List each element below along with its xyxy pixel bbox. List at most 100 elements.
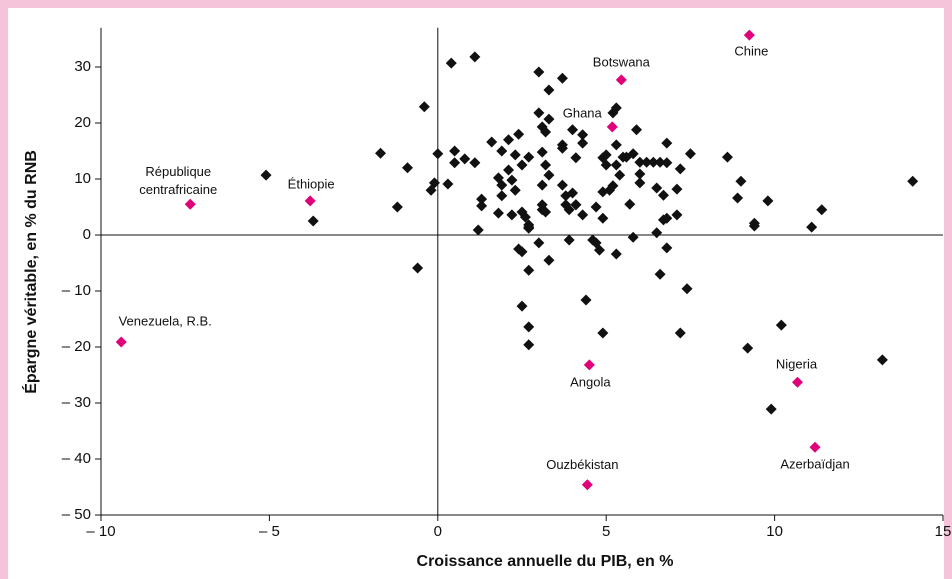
point [563,234,575,246]
point [907,175,919,187]
point-label: Venezuela, R.B. [119,313,212,328]
point [610,139,622,151]
point [661,242,673,254]
point [721,151,733,163]
point [634,168,646,180]
point [674,327,686,339]
point [428,177,440,189]
y-tick-label: 0 [83,226,91,243]
point [516,159,528,171]
point [469,157,481,169]
point [661,137,673,149]
point [412,262,424,274]
point [536,179,548,191]
point [516,300,528,312]
point [533,66,545,78]
x-tick-label: – 5 [259,523,280,540]
point [661,212,673,224]
point [581,479,593,491]
point [610,159,622,171]
point [684,148,696,160]
point [503,134,515,146]
y-tick-label: – 50 [62,506,91,523]
point [540,159,552,171]
point [432,148,444,160]
point [634,177,646,189]
x-tick-label: – 10 [86,523,115,540]
point [651,227,663,239]
point [634,156,646,168]
point [610,248,622,260]
point [523,264,535,276]
point [806,221,818,233]
point [513,128,525,140]
point [543,254,555,266]
y-tick-label: – 30 [62,394,91,411]
point-label: République centrafricaine [139,165,217,198]
point [540,126,552,138]
point [476,200,488,212]
x-tick-label: 5 [602,523,610,540]
point [876,354,888,366]
point [516,246,528,258]
point [523,222,535,234]
point-label: Azerbaïdjan [780,457,849,472]
point [533,237,545,249]
point [496,179,508,191]
point [654,268,666,280]
panel [8,8,944,579]
point [418,101,430,113]
point [748,217,760,229]
point [556,179,568,191]
point [583,359,595,371]
point [647,156,659,168]
point [492,207,504,219]
point [600,149,612,161]
point [651,182,663,194]
point [732,192,744,204]
point [496,190,508,202]
x-tick-label: 0 [434,523,442,540]
point [570,199,582,211]
point [610,102,622,114]
point [449,157,461,169]
point-label: Ouzbékistan [546,457,618,472]
point [671,209,683,221]
point [606,121,618,133]
point [681,283,693,295]
point [442,178,454,190]
point [674,163,686,175]
point [506,209,518,221]
point [543,169,555,181]
point [743,29,755,41]
point [445,57,457,69]
point [577,137,589,149]
x-tick-label: 15 [935,523,952,540]
point [523,151,535,163]
point [540,206,552,218]
x-axis-title: Croissance annuelle du PIB, en % [417,553,674,570]
point [641,156,653,168]
point-label: Nigeria [776,357,818,372]
point [657,189,669,201]
point [762,195,774,207]
point [391,201,403,213]
point-label: Éthiopie [288,176,335,191]
point [765,403,777,415]
point [614,169,626,181]
point [597,327,609,339]
point [600,159,612,171]
point [519,211,531,223]
y-axis-title: Épargne véritable, en % du RNB [21,150,40,394]
point [533,107,545,119]
y-tick-label: 10 [74,170,91,187]
point [184,198,196,210]
point [624,198,636,210]
point [476,193,488,205]
point [503,164,515,176]
point [556,142,568,154]
y-tick-label: 20 [74,114,91,131]
point [472,224,484,236]
point [543,84,555,96]
